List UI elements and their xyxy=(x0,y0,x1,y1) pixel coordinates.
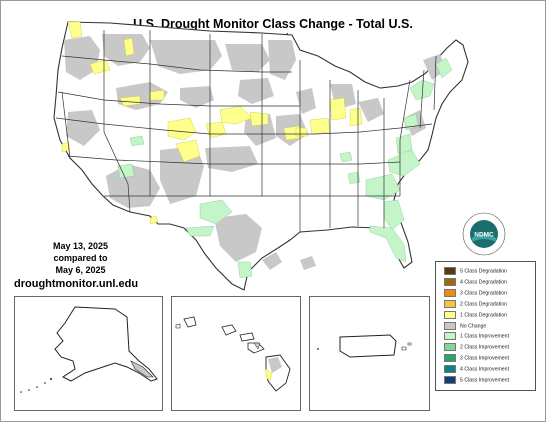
legend-label: 1 Class Degradation xyxy=(460,311,508,318)
puerto-rico-inset xyxy=(309,296,430,411)
legend-item: 1 Class Degradation xyxy=(444,310,508,319)
state-borders xyxy=(55,30,437,232)
legend-item: 3 Class Improvement xyxy=(444,354,510,363)
legend-label: 3 Class Improvement xyxy=(460,355,510,362)
compared-to-label: compared to xyxy=(53,253,108,263)
legend-label: 5 Class Degradation xyxy=(460,268,508,275)
previous-date: May 6, 2025 xyxy=(55,265,106,275)
website-label: droughtmonitor.unl.edu xyxy=(14,278,139,290)
legend-item: 1 Class Improvement xyxy=(444,332,510,341)
legend-swatch xyxy=(444,277,456,286)
legend-label: 1 Class Improvement xyxy=(460,333,510,340)
legend-swatch xyxy=(444,332,456,341)
current-date: May 13, 2025 xyxy=(52,241,109,251)
legend-swatch xyxy=(444,299,456,308)
legend-item: 5 Class Degradation xyxy=(444,267,507,275)
legend-swatch xyxy=(444,343,456,352)
degradation-areas xyxy=(61,21,363,225)
legend-swatch xyxy=(444,365,456,374)
alaska-inset xyxy=(14,296,163,411)
alaska-map xyxy=(20,306,158,393)
legend-item: 5 Class Improvement xyxy=(444,376,509,384)
legend-label: No Change xyxy=(460,322,487,329)
legend-label: 2 Class Improvement xyxy=(460,344,510,351)
legend: 5 Class Degradation 4 Class Degradation 3 … xyxy=(435,261,536,391)
legend-swatch xyxy=(444,321,456,330)
legend-item: 4 Class Degradation xyxy=(444,277,508,286)
legend-swatch xyxy=(444,267,456,275)
legend-swatch xyxy=(444,354,456,363)
legend-item: 4 Class Improvement xyxy=(444,365,510,374)
legend-label: 4 Class Degradation xyxy=(460,279,508,286)
map-title: U.S. Drought Monitor Class Change - Tota… xyxy=(133,17,413,31)
legend-swatch xyxy=(444,310,456,319)
legend-swatch xyxy=(444,288,456,297)
legend-label: 5 Class Improvement xyxy=(460,377,510,384)
hawaii-map xyxy=(175,316,291,392)
hawaii-inset xyxy=(171,296,301,411)
ndmc-logo-icon: NDMC xyxy=(462,212,506,256)
legend-label: 2 Class Degradation xyxy=(460,301,508,308)
legend-item: 2 Class Degradation xyxy=(444,299,508,308)
legend-item: 2 Class Improvement xyxy=(444,343,510,352)
ndmc-logo-abbr: NDMC xyxy=(474,232,494,239)
date-block: May 13, 2025 compared to May 6, 2025 xyxy=(38,240,123,276)
legend-label: 3 Class Degradation xyxy=(460,290,508,297)
puerto-rico-map xyxy=(317,334,412,358)
legend-label: 4 Class Improvement xyxy=(460,366,510,373)
legend-swatch xyxy=(444,376,456,384)
legend-item: No Change xyxy=(444,321,487,330)
legend-item: 3 Class Degradation xyxy=(444,288,508,297)
